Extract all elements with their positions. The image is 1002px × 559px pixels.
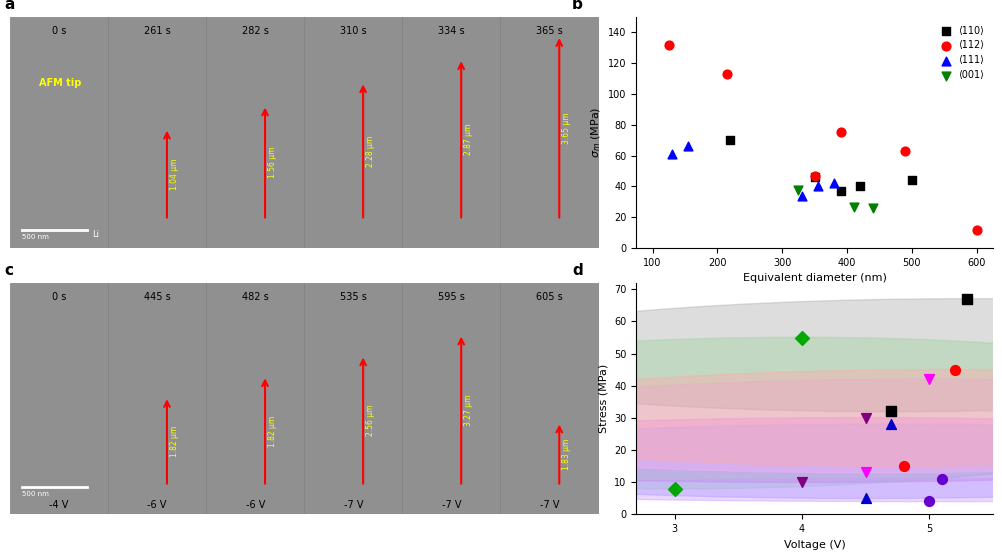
Point — [666, 484, 682, 493]
Text: 595 s: 595 s — [438, 292, 464, 302]
FancyBboxPatch shape — [500, 17, 598, 248]
⟨001⟩ — [845, 202, 861, 211]
Ellipse shape — [418, 299, 1002, 411]
FancyBboxPatch shape — [402, 283, 500, 514]
X-axis label: Equivalent diameter (nm): Equivalent diameter (nm) — [741, 273, 886, 283]
Point — [857, 494, 873, 503]
Text: 3.27 μm: 3.27 μm — [464, 395, 473, 426]
FancyBboxPatch shape — [10, 283, 108, 514]
Ellipse shape — [369, 424, 1002, 499]
Point — [921, 375, 937, 384]
FancyBboxPatch shape — [108, 283, 206, 514]
Text: 482 s: 482 s — [241, 292, 269, 302]
Text: 535 s: 535 s — [340, 292, 367, 302]
Text: 261 s: 261 s — [143, 26, 170, 36]
Text: d: d — [571, 263, 582, 278]
Point — [882, 420, 898, 429]
Y-axis label: $\sigma_m$ (MPa): $\sigma_m$ (MPa) — [588, 107, 602, 158]
⟨111⟩ — [663, 150, 679, 159]
Y-axis label: Stress (MPa): Stress (MPa) — [598, 364, 608, 433]
⟨112⟩ — [806, 171, 822, 180]
Point — [946, 365, 962, 374]
X-axis label: Voltage (V): Voltage (V) — [783, 539, 845, 549]
⟨112⟩ — [968, 225, 984, 234]
FancyBboxPatch shape — [10, 17, 108, 248]
FancyBboxPatch shape — [206, 17, 304, 248]
Point — [959, 295, 975, 304]
Text: 2.28 μm: 2.28 μm — [366, 135, 375, 167]
⟨111⟩ — [679, 142, 695, 151]
Text: 1.56 μm: 1.56 μm — [268, 147, 277, 178]
Text: 1.04 μm: 1.04 μm — [169, 158, 178, 190]
Text: -7 V: -7 V — [441, 500, 461, 510]
Text: 0 s: 0 s — [52, 26, 66, 36]
⟨111⟩ — [826, 179, 842, 188]
Point — [857, 468, 873, 477]
Text: 445 s: 445 s — [143, 292, 170, 302]
Text: 500 nm: 500 nm — [22, 491, 49, 497]
⟨111⟩ — [809, 182, 825, 191]
Text: AFM tip: AFM tip — [39, 78, 82, 88]
⟨110⟩ — [806, 173, 822, 182]
Text: 310 s: 310 s — [340, 26, 367, 36]
Point — [794, 333, 810, 342]
⟨112⟩ — [832, 128, 848, 137]
Text: -7 V: -7 V — [539, 500, 559, 510]
Text: 500 nm: 500 nm — [22, 234, 49, 240]
Text: b: b — [571, 0, 582, 12]
⟨111⟩ — [793, 191, 809, 200]
Text: 2.87 μm: 2.87 μm — [464, 124, 473, 155]
FancyBboxPatch shape — [402, 17, 500, 248]
Text: -7 V: -7 V — [344, 500, 363, 510]
Text: -4 V: -4 V — [49, 500, 69, 510]
Point — [921, 497, 937, 506]
FancyBboxPatch shape — [500, 283, 598, 514]
⟨110⟩ — [903, 176, 919, 185]
Text: 334 s: 334 s — [438, 26, 464, 36]
⟨110⟩ — [721, 136, 737, 145]
Text: 0 s: 0 s — [52, 292, 66, 302]
FancyBboxPatch shape — [206, 283, 304, 514]
⟨112⟩ — [718, 69, 734, 78]
Text: 605 s: 605 s — [535, 292, 562, 302]
⟨112⟩ — [660, 40, 676, 49]
⟨112⟩ — [897, 146, 913, 155]
Ellipse shape — [426, 479, 1002, 501]
Text: c: c — [4, 263, 13, 278]
Text: 1.83 μm: 1.83 μm — [562, 438, 571, 470]
Ellipse shape — [224, 337, 1002, 489]
Text: -6 V: -6 V — [245, 500, 265, 510]
⟨001⟩ — [864, 203, 880, 212]
Text: 1.82 μm: 1.82 μm — [169, 426, 178, 457]
FancyBboxPatch shape — [304, 283, 402, 514]
Ellipse shape — [323, 418, 1002, 482]
Text: a: a — [4, 0, 14, 12]
⟨110⟩ — [832, 187, 848, 196]
Point — [895, 462, 911, 471]
FancyBboxPatch shape — [108, 17, 206, 248]
Text: 1.82 μm: 1.82 μm — [268, 415, 277, 447]
⟨001⟩ — [790, 185, 806, 194]
Ellipse shape — [419, 369, 1002, 466]
Legend: ⟨110⟩, ⟨112⟩, ⟨111⟩, ⟨001⟩: ⟨110⟩, ⟨112⟩, ⟨111⟩, ⟨001⟩ — [936, 22, 987, 84]
Text: 3.65 μm: 3.65 μm — [562, 112, 571, 144]
Text: 282 s: 282 s — [241, 26, 269, 36]
Ellipse shape — [387, 379, 1002, 473]
Text: 365 s: 365 s — [535, 26, 562, 36]
Point — [794, 478, 810, 487]
Point — [882, 407, 898, 416]
Point — [933, 475, 949, 484]
Point — [857, 414, 873, 423]
⟨110⟩ — [851, 182, 867, 191]
Text: Li: Li — [92, 230, 99, 239]
FancyBboxPatch shape — [304, 17, 402, 248]
Text: 2.56 μm: 2.56 μm — [366, 405, 375, 437]
Text: -6 V: -6 V — [147, 500, 166, 510]
